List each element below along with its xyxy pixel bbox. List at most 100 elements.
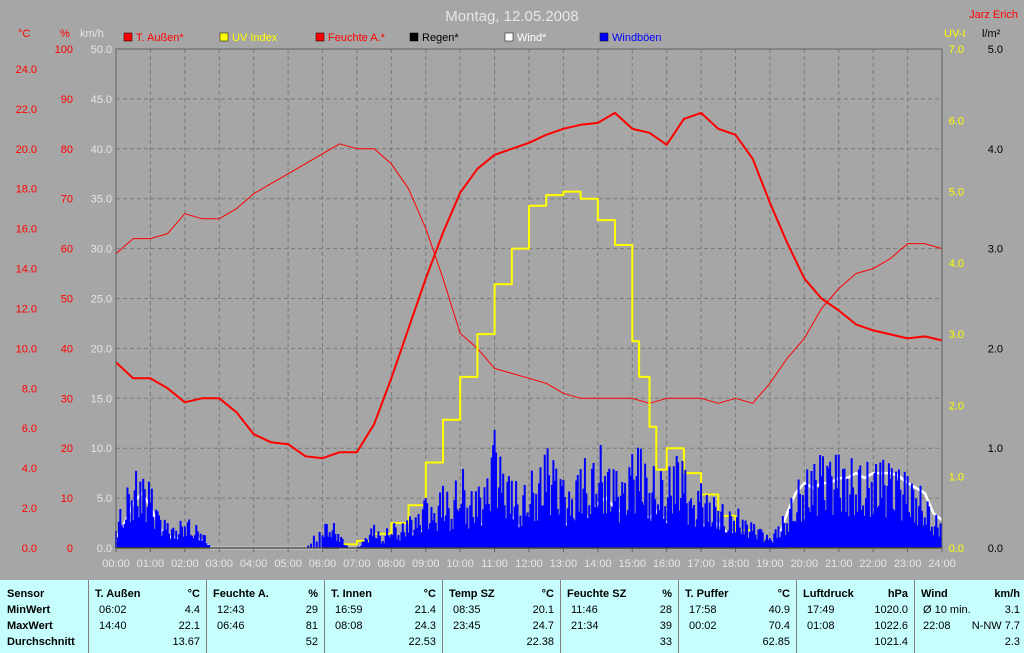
- temp-tick-label: 0.0: [22, 543, 37, 555]
- stats-average: 1021.4: [874, 636, 908, 648]
- stats-separator: [88, 580, 89, 653]
- temp-tick-label: 20.0: [16, 144, 37, 156]
- rain-tick-label: 2.0: [988, 343, 1003, 355]
- stats-col-temp-sz: Temp SZ °C 08:35 20.1 23:45 24.7 22.38: [443, 580, 560, 653]
- x-tick-label: 13:00: [550, 558, 578, 570]
- author-label: Jarz Erich: [969, 9, 1018, 21]
- series-t-außen: [115, 111, 943, 460]
- stats-min-time: Ø 10 min.: [923, 604, 971, 616]
- wind-tick-label: 45.0: [91, 94, 112, 106]
- stats-min-value: 4.4: [184, 604, 200, 616]
- stats-max-value: 81: [305, 620, 318, 632]
- stats-separator: [560, 580, 561, 653]
- stats-col-unit: °C: [541, 588, 554, 600]
- stats-max-value: N-NW 7.7: [971, 620, 1020, 632]
- stats-max-value: 22.1: [178, 620, 200, 632]
- wind-tick-label: 15.0: [91, 393, 112, 405]
- humidity-tick-label: 40: [61, 343, 73, 355]
- legend-swatch: [315, 32, 325, 42]
- stats-label-min: MinWert: [7, 604, 51, 616]
- humidity-tick-label: 20: [61, 443, 73, 455]
- stats-max-value: 24.7: [532, 620, 554, 632]
- x-tick-label: 03:00: [205, 558, 233, 570]
- legend-label: Feuchte A.*: [328, 32, 386, 44]
- x-tick-label: 11:00: [481, 558, 508, 570]
- temp-tick-label: 12.0: [16, 303, 37, 315]
- stats-max-value: 1022.6: [874, 620, 908, 632]
- temp-tick-label: 2.0: [22, 503, 37, 515]
- stats-col-feuchte-sz: Feuchte SZ % 11:46 28 21:34 39 33: [561, 580, 678, 653]
- uv-tick-label: 4.0: [949, 258, 964, 270]
- stats-max-time: 00:02: [689, 620, 717, 632]
- temp-tick-label: 4.0: [22, 463, 37, 475]
- stats-average: 62.85: [762, 636, 790, 648]
- wind-tick-label: 20.0: [91, 343, 112, 355]
- x-tick-label: 17:00: [687, 558, 715, 570]
- stats-min-time: 12:43: [217, 604, 245, 616]
- stats-min-value: 21.4: [414, 604, 436, 616]
- x-tick-label: 22:00: [859, 558, 887, 570]
- legend-label: Wind*: [517, 32, 547, 44]
- stats-col-unit: °C: [777, 588, 790, 600]
- temp-tick-label: 10.0: [16, 343, 37, 355]
- stats-col-unit: km/h: [994, 588, 1020, 600]
- x-tick-label: 15:00: [618, 558, 646, 570]
- stats-label-avg: Durchschnitt: [7, 636, 75, 648]
- x-tick-label: 00:00: [102, 558, 130, 570]
- series-windboeen: [115, 430, 942, 548]
- wind-tick-label: 30.0: [91, 244, 112, 256]
- stats-label-sensor: Sensor: [7, 588, 45, 600]
- humidity-tick-label: 30: [61, 393, 73, 405]
- x-tick-label: 23:00: [894, 558, 922, 570]
- legend-label: UV Index: [232, 32, 278, 44]
- wind-tick-label: 35.0: [91, 194, 112, 206]
- x-tick-label: 24:00: [928, 558, 956, 570]
- x-tick-label: 20:00: [791, 558, 819, 570]
- humidity-tick-label: 10: [61, 493, 73, 505]
- uv-tick-label: 3.0: [949, 329, 964, 341]
- stats-label-max: MaxWert: [7, 620, 53, 632]
- x-tick-label: 02:00: [171, 558, 199, 570]
- stats-average: 22.53: [408, 636, 436, 648]
- stats-max-time: 21:34: [571, 620, 599, 632]
- legend-swatch: [504, 32, 514, 42]
- uv-tick-label: 2.0: [949, 400, 964, 412]
- legend-swatch: [123, 32, 133, 42]
- stats-separator: [324, 580, 325, 653]
- legend-label: T. Außen*: [136, 32, 184, 44]
- chart-legend: T. Außen* UV Index Feuchte A.* Regen* Wind* W…: [123, 32, 662, 44]
- temp-tick-label: 24.0: [16, 64, 37, 76]
- wind-tick-label: 40.0: [91, 144, 112, 156]
- chart-axes: 00:00 01:00 02:00 03:00 04:00 05:00 06:00 07:00…: [16, 44, 1003, 570]
- wind-tick-label: 10.0: [91, 443, 112, 455]
- stats-max-time: 23:45: [453, 620, 481, 632]
- x-tick-label: 08:00: [378, 558, 406, 570]
- legend-swatch: [409, 32, 419, 42]
- stats-col-unit: °C: [187, 588, 200, 600]
- stats-min-time: 17:58: [689, 604, 717, 616]
- wind-unit-label: km/h: [80, 28, 104, 40]
- stats-max-time: 14:40: [99, 620, 127, 632]
- stats-separator: [796, 580, 797, 653]
- temp-tick-label: 6.0: [22, 423, 37, 435]
- weather-chart: Montag, 12.05.2008 Jarz Erich °C % km/h …: [15, 8, 1018, 570]
- stats-min-value: 20.1: [532, 604, 554, 616]
- x-tick-label: 06:00: [309, 558, 337, 570]
- stats-row-labels: Sensor MinWert MaxWert Durchschnitt: [0, 580, 88, 653]
- humidity-tick-label: 90: [61, 94, 73, 106]
- x-tick-label: 05:00: [274, 558, 302, 570]
- x-tick-label: 07:00: [343, 558, 371, 570]
- humidity-tick-label: 80: [61, 144, 73, 156]
- stats-max-value: 70.4: [768, 620, 790, 632]
- temp-tick-label: 16.0: [16, 224, 37, 236]
- uv-tick-label: 7.0: [949, 44, 964, 56]
- stats-col-name: T. Außen: [95, 588, 141, 600]
- humidity-tick-label: 0: [67, 543, 73, 555]
- stats-col-unit: %: [308, 588, 318, 600]
- uv-unit-label: UV-I: [944, 28, 965, 40]
- humidity-tick-label: 60: [61, 244, 73, 256]
- x-tick-label: 09:00: [412, 558, 440, 570]
- rain-tick-label: 4.0: [988, 144, 1003, 156]
- stats-col-unit: °C: [423, 588, 436, 600]
- stats-average: 22.38: [526, 636, 554, 648]
